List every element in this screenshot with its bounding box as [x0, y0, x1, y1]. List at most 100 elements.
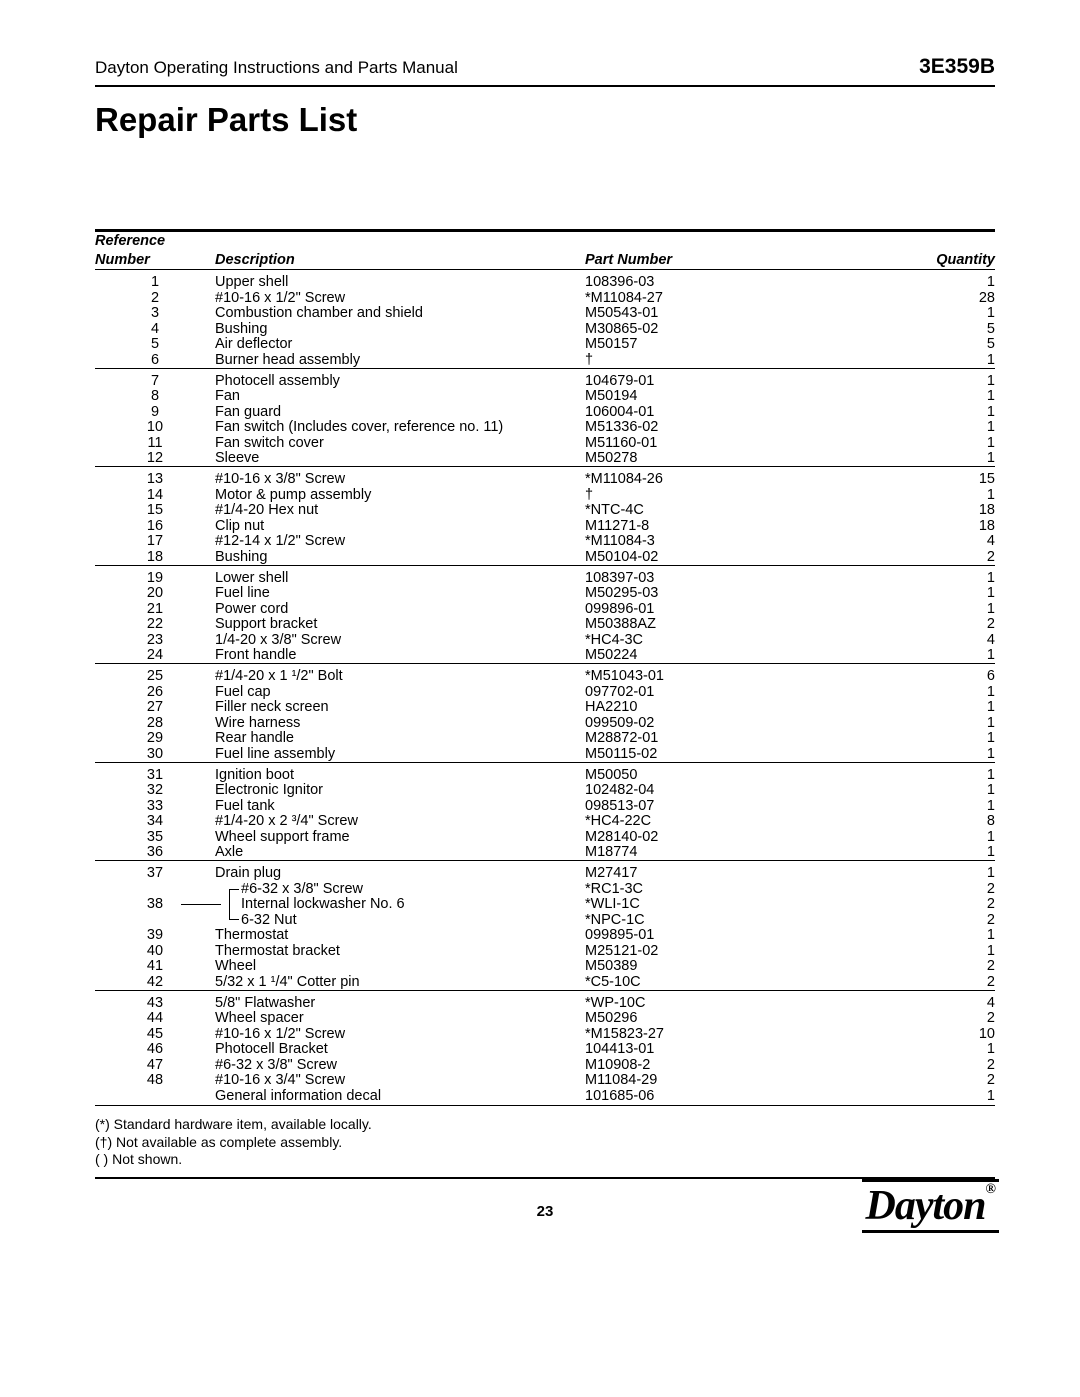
- table-row: 14Motor & pump assembly†1: [95, 487, 995, 503]
- table-row: 30Fuel line assemblyM50115-021: [95, 746, 995, 762]
- cell-desc: Internal lockwasher No. 6: [215, 897, 585, 913]
- cell-pn: M30865-02: [585, 321, 905, 337]
- cell-pn: M28872-01: [585, 731, 905, 747]
- cell-qty: 2: [905, 974, 995, 990]
- cell-ref: 22: [95, 617, 215, 633]
- table-row: 33Fuel tank098513-071: [95, 798, 995, 814]
- cell-ref: 14: [95, 487, 215, 503]
- cell-ref: 30: [95, 746, 215, 762]
- cell-pn: *M51043-01: [585, 664, 905, 685]
- cell-desc: #6-32 x 3/8" Screw: [215, 1057, 585, 1073]
- table-row: 4BushingM30865-025: [95, 321, 995, 337]
- cell-pn: HA2210: [585, 700, 905, 716]
- cell-desc: 5/32 x 1 ¹/4" Cotter pin: [215, 974, 585, 990]
- footnote-2: (†) Not available as complete assembly.: [95, 1134, 995, 1152]
- cell-ref: 4: [95, 321, 215, 337]
- footnotes: (*) Standard hardware item, available lo…: [95, 1116, 995, 1169]
- cell-ref: 24: [95, 648, 215, 664]
- table-row: 9Fan guard106004-011: [95, 404, 995, 420]
- cell-desc: Ignition boot: [215, 762, 585, 783]
- cell-ref: 43: [95, 990, 215, 1011]
- cell-pn: 104679-01: [585, 368, 905, 389]
- cell-ref: 40: [95, 943, 215, 959]
- cell-ref: 34: [95, 814, 215, 830]
- cell-pn: †: [585, 352, 905, 368]
- cell-pn: *M11084-3: [585, 534, 905, 550]
- cell-ref: 36: [95, 845, 215, 861]
- cell-desc: Clip nut: [215, 518, 585, 534]
- cell-pn: M50278: [585, 451, 905, 467]
- cell-ref: 25: [95, 664, 215, 685]
- cell-qty: 1: [905, 829, 995, 845]
- manual-title: Dayton Operating Instructions and Parts …: [95, 58, 458, 78]
- cell-ref: 16: [95, 518, 215, 534]
- cell-pn: M51160-01: [585, 435, 905, 451]
- cell-desc: 1/4-20 x 3/8" Screw: [215, 632, 585, 648]
- cell-desc: Bushing: [215, 321, 585, 337]
- cell-qty: 1: [905, 1088, 995, 1106]
- cell-qty: 1: [905, 586, 995, 602]
- model-number: 3E359B: [919, 55, 995, 79]
- cell-ref: 29: [95, 731, 215, 747]
- table-row: 47#6-32 x 3/8" ScrewM10908-22: [95, 1057, 995, 1073]
- cell-pn: *M11084-27: [585, 290, 905, 306]
- table-row: 18BushingM50104-022: [95, 549, 995, 565]
- cell-qty: 4: [905, 534, 995, 550]
- cell-pn: 097702-01: [585, 684, 905, 700]
- cell-pn: M50295-03: [585, 586, 905, 602]
- top-rule: [95, 85, 995, 87]
- cell-ref: 42: [95, 974, 215, 990]
- cell-pn: *M15823-27: [585, 1026, 905, 1042]
- table-row: 11Fan switch coverM51160-011: [95, 435, 995, 451]
- cell-qty: 5: [905, 321, 995, 337]
- cell-pn: *NTC-4C: [585, 503, 905, 519]
- cell-ref: 20: [95, 586, 215, 602]
- cell-pn: *WLI-1C: [585, 897, 905, 913]
- cell-pn: 101685-06: [585, 1088, 905, 1106]
- cell-pn: M11271-8: [585, 518, 905, 534]
- table-row: 3Combustion chamber and shieldM50543-011: [95, 306, 995, 322]
- header-row: Dayton Operating Instructions and Parts …: [95, 55, 995, 79]
- cell-desc: #1/4-20 Hex nut: [215, 503, 585, 519]
- table-row: 6Burner head assembly†1: [95, 352, 995, 368]
- cell-desc: Burner head assembly: [215, 352, 585, 368]
- table-row: 231/4-20 x 3/8" Screw*HC4-3C4: [95, 632, 995, 648]
- cell-ref: 47: [95, 1057, 215, 1073]
- cell-ref: [95, 881, 215, 897]
- cell-desc: Photocell assembly: [215, 368, 585, 389]
- cell-pn: M50296: [585, 1011, 905, 1027]
- cell-desc: Fan switch (Includes cover, reference no…: [215, 420, 585, 436]
- cell-pn: *HC4-3C: [585, 632, 905, 648]
- table-row: 1Upper shell108396-031: [95, 270, 995, 291]
- cell-ref: 10: [95, 420, 215, 436]
- cell-qty: 1: [905, 762, 995, 783]
- cell-desc: #12-14 x 1/2" Screw: [215, 534, 585, 550]
- cell-desc: Drain plug: [215, 861, 585, 882]
- cell-desc: Lower shell: [215, 565, 585, 586]
- cell-desc: Fuel tank: [215, 798, 585, 814]
- table-row: 7Photocell assembly104679-011: [95, 368, 995, 389]
- cell-qty: 1: [905, 435, 995, 451]
- cell-pn: 099896-01: [585, 601, 905, 617]
- cell-ref: 19: [95, 565, 215, 586]
- cell-pn: 098513-07: [585, 798, 905, 814]
- cell-desc: Thermostat bracket: [215, 943, 585, 959]
- table-row: 24Front handleM502241: [95, 648, 995, 664]
- cell-qty: 4: [905, 990, 995, 1011]
- cell-pn: *WP-10C: [585, 990, 905, 1011]
- cell-ref: 5: [95, 337, 215, 353]
- cell-ref: 15: [95, 503, 215, 519]
- table-row: 36AxleM187741: [95, 845, 995, 861]
- cell-qty: 15: [905, 467, 995, 488]
- table-row: 20Fuel lineM50295-031: [95, 586, 995, 602]
- cell-desc: Bushing: [215, 549, 585, 565]
- cell-ref: 44: [95, 1011, 215, 1027]
- cell-pn: 108396-03: [585, 270, 905, 291]
- cell-pn: M50389: [585, 959, 905, 975]
- cell-pn: 099509-02: [585, 715, 905, 731]
- bottom-rule: [95, 1177, 995, 1179]
- page: Dayton Operating Instructions and Parts …: [0, 0, 1080, 1305]
- table-row: 29Rear handleM28872-011: [95, 731, 995, 747]
- cell-pn: M50104-02: [585, 549, 905, 565]
- table-row: 19Lower shell108397-031: [95, 565, 995, 586]
